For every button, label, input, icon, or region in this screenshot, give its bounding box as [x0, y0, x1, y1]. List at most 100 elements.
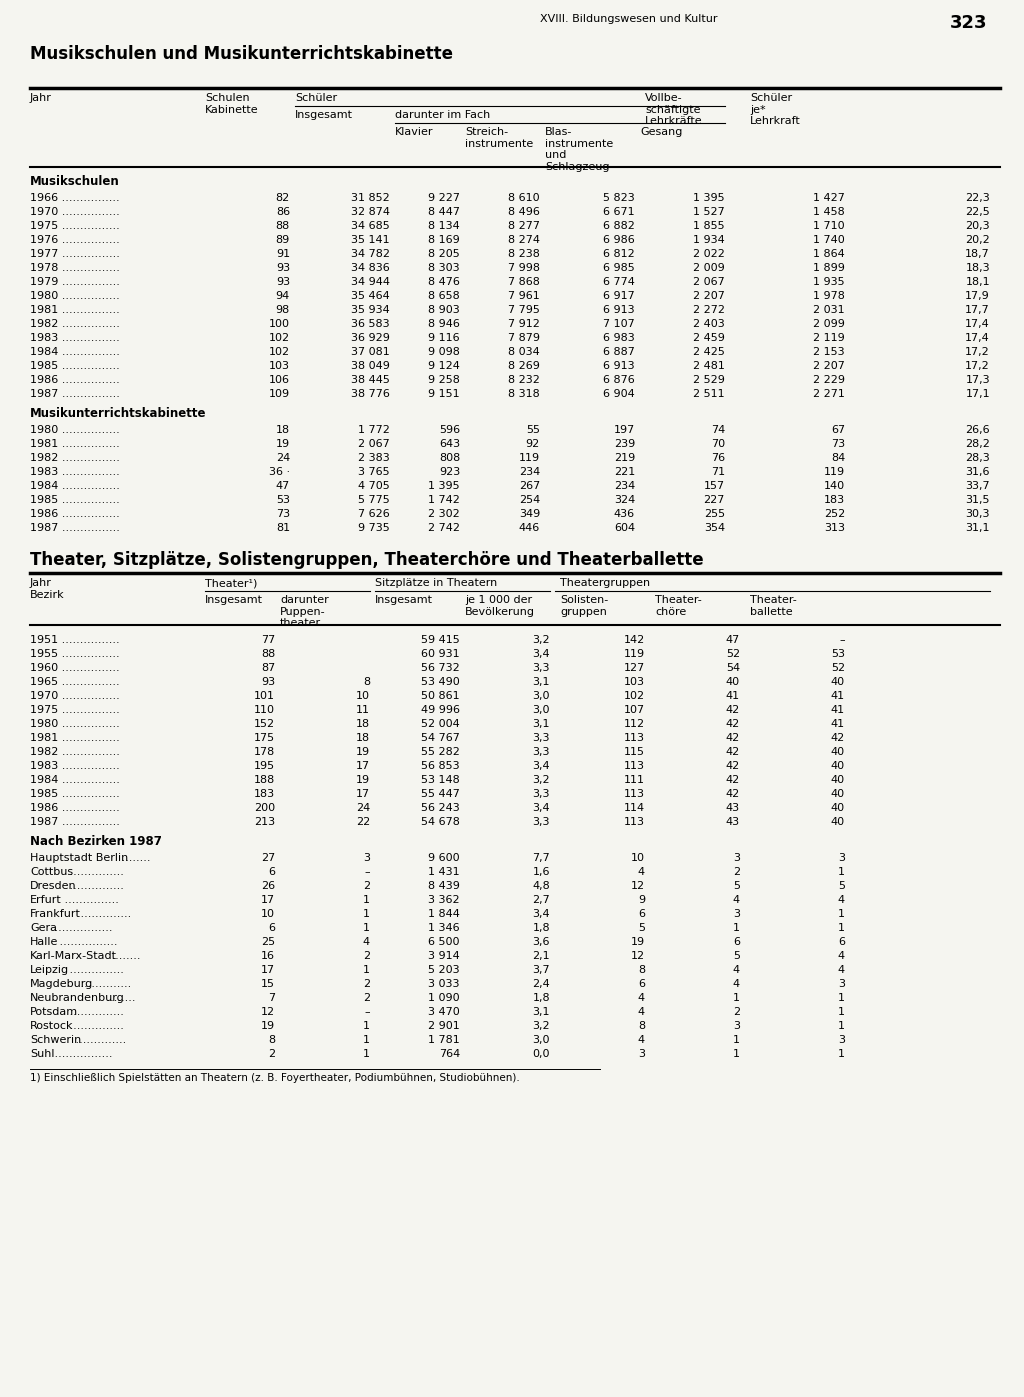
- Text: 107: 107: [624, 705, 645, 715]
- Text: 71: 71: [711, 467, 725, 476]
- Text: 9 151: 9 151: [428, 388, 460, 400]
- Text: Musikunterrichtskabinette: Musikunterrichtskabinette: [30, 407, 207, 420]
- Text: 7 107: 7 107: [603, 319, 635, 330]
- Text: 8 303: 8 303: [428, 263, 460, 272]
- Text: 8: 8: [638, 965, 645, 975]
- Text: 24: 24: [355, 803, 370, 813]
- Text: 2 229: 2 229: [813, 374, 845, 386]
- Text: 17,9: 17,9: [966, 291, 990, 300]
- Text: 36 929: 36 929: [351, 332, 390, 344]
- Text: 12: 12: [261, 1007, 275, 1017]
- Text: 91: 91: [275, 249, 290, 258]
- Text: 7: 7: [268, 993, 275, 1003]
- Text: 3: 3: [838, 979, 845, 989]
- Text: 20,3: 20,3: [966, 221, 990, 231]
- Text: 8 946: 8 946: [428, 319, 460, 330]
- Text: 4: 4: [638, 1007, 645, 1017]
- Text: 9 098: 9 098: [428, 346, 460, 358]
- Text: 41: 41: [830, 692, 845, 701]
- Text: Cottbus: Cottbus: [30, 868, 73, 877]
- Text: 1984 ................: 1984 ................: [30, 346, 120, 358]
- Text: 40: 40: [830, 803, 845, 813]
- Text: 1 427: 1 427: [813, 193, 845, 203]
- Text: 102: 102: [269, 332, 290, 344]
- Text: 52: 52: [726, 650, 740, 659]
- Text: 4: 4: [733, 895, 740, 905]
- Text: 1 772: 1 772: [358, 425, 390, 434]
- Text: 3,0: 3,0: [532, 692, 550, 701]
- Text: 81: 81: [275, 522, 290, 534]
- Text: 1 740: 1 740: [813, 235, 845, 244]
- Text: 6 876: 6 876: [603, 374, 635, 386]
- Text: 18,1: 18,1: [966, 277, 990, 286]
- Text: 34 944: 34 944: [351, 277, 390, 286]
- Text: 43: 43: [726, 817, 740, 827]
- Text: 7 868: 7 868: [508, 277, 540, 286]
- Text: 2: 2: [733, 868, 740, 877]
- Text: 1986 ................: 1986 ................: [30, 509, 120, 520]
- Text: Potsdam: Potsdam: [30, 1007, 78, 1017]
- Text: 56 732: 56 732: [421, 664, 460, 673]
- Text: 1) Einschließlich Spielstätten an Theatern (z. B. Foyertheater, Podiumbühnen, St: 1) Einschließlich Spielstätten an Theate…: [30, 1073, 520, 1083]
- Text: 52 004: 52 004: [421, 719, 460, 729]
- Text: 6: 6: [733, 937, 740, 947]
- Text: 1970 ................: 1970 ................: [30, 692, 120, 701]
- Text: 3,1: 3,1: [532, 678, 550, 687]
- Text: 8: 8: [268, 1035, 275, 1045]
- Text: 1976 ................: 1976 ................: [30, 235, 120, 244]
- Text: 35 464: 35 464: [351, 291, 390, 300]
- Text: 38 049: 38 049: [351, 360, 390, 372]
- Text: 55: 55: [526, 425, 540, 434]
- Text: 7 795: 7 795: [508, 305, 540, 314]
- Text: 53: 53: [276, 495, 290, 504]
- Text: 2 403: 2 403: [693, 319, 725, 330]
- Text: 2: 2: [362, 979, 370, 989]
- Text: 36 ·: 36 ·: [269, 467, 290, 476]
- Text: 34 782: 34 782: [351, 249, 390, 258]
- Text: 119: 119: [624, 650, 645, 659]
- Text: 93: 93: [275, 263, 290, 272]
- Text: 1 781: 1 781: [428, 1035, 460, 1045]
- Text: 1975 ................: 1975 ................: [30, 705, 120, 715]
- Text: 9 227: 9 227: [428, 193, 460, 203]
- Text: 10: 10: [631, 854, 645, 863]
- Text: –: –: [365, 1007, 370, 1017]
- Text: –: –: [840, 636, 845, 645]
- Text: 93: 93: [261, 678, 275, 687]
- Text: 255: 255: [703, 509, 725, 520]
- Text: 1975 ................: 1975 ................: [30, 221, 120, 231]
- Text: 2 153: 2 153: [813, 346, 845, 358]
- Text: 188: 188: [254, 775, 275, 785]
- Text: 6 500: 6 500: [428, 937, 460, 947]
- Text: 1966 ................: 1966 ................: [30, 193, 120, 203]
- Text: Insgesamt: Insgesamt: [375, 595, 433, 605]
- Text: 2 272: 2 272: [693, 305, 725, 314]
- Text: 6 882: 6 882: [603, 221, 635, 231]
- Text: 142: 142: [624, 636, 645, 645]
- Text: ..............: ..............: [72, 1035, 126, 1045]
- Text: 54 678: 54 678: [421, 817, 460, 827]
- Text: 76: 76: [711, 453, 725, 462]
- Text: 18: 18: [275, 425, 290, 434]
- Text: 3 914: 3 914: [428, 951, 460, 961]
- Text: 6: 6: [638, 979, 645, 989]
- Text: 17,2: 17,2: [966, 360, 990, 372]
- Text: 1987 ................: 1987 ................: [30, 388, 120, 400]
- Text: 1955 ................: 1955 ................: [30, 650, 120, 659]
- Text: 55 282: 55 282: [421, 747, 460, 757]
- Text: 1986 ................: 1986 ................: [30, 803, 120, 813]
- Text: Suhl: Suhl: [30, 1049, 54, 1059]
- Text: 5 203: 5 203: [428, 965, 460, 975]
- Text: 86: 86: [275, 207, 290, 217]
- Text: 808: 808: [438, 453, 460, 462]
- Text: 3,3: 3,3: [532, 664, 550, 673]
- Text: 8 169: 8 169: [428, 235, 460, 244]
- Text: 1: 1: [362, 965, 370, 975]
- Text: 32 874: 32 874: [351, 207, 390, 217]
- Text: 1 844: 1 844: [428, 909, 460, 919]
- Text: Theater¹): Theater¹): [205, 578, 257, 588]
- Text: Insgesamt: Insgesamt: [205, 595, 263, 605]
- Text: ...............: ...............: [61, 895, 119, 905]
- Text: 1,8: 1,8: [532, 923, 550, 933]
- Text: 40: 40: [830, 747, 845, 757]
